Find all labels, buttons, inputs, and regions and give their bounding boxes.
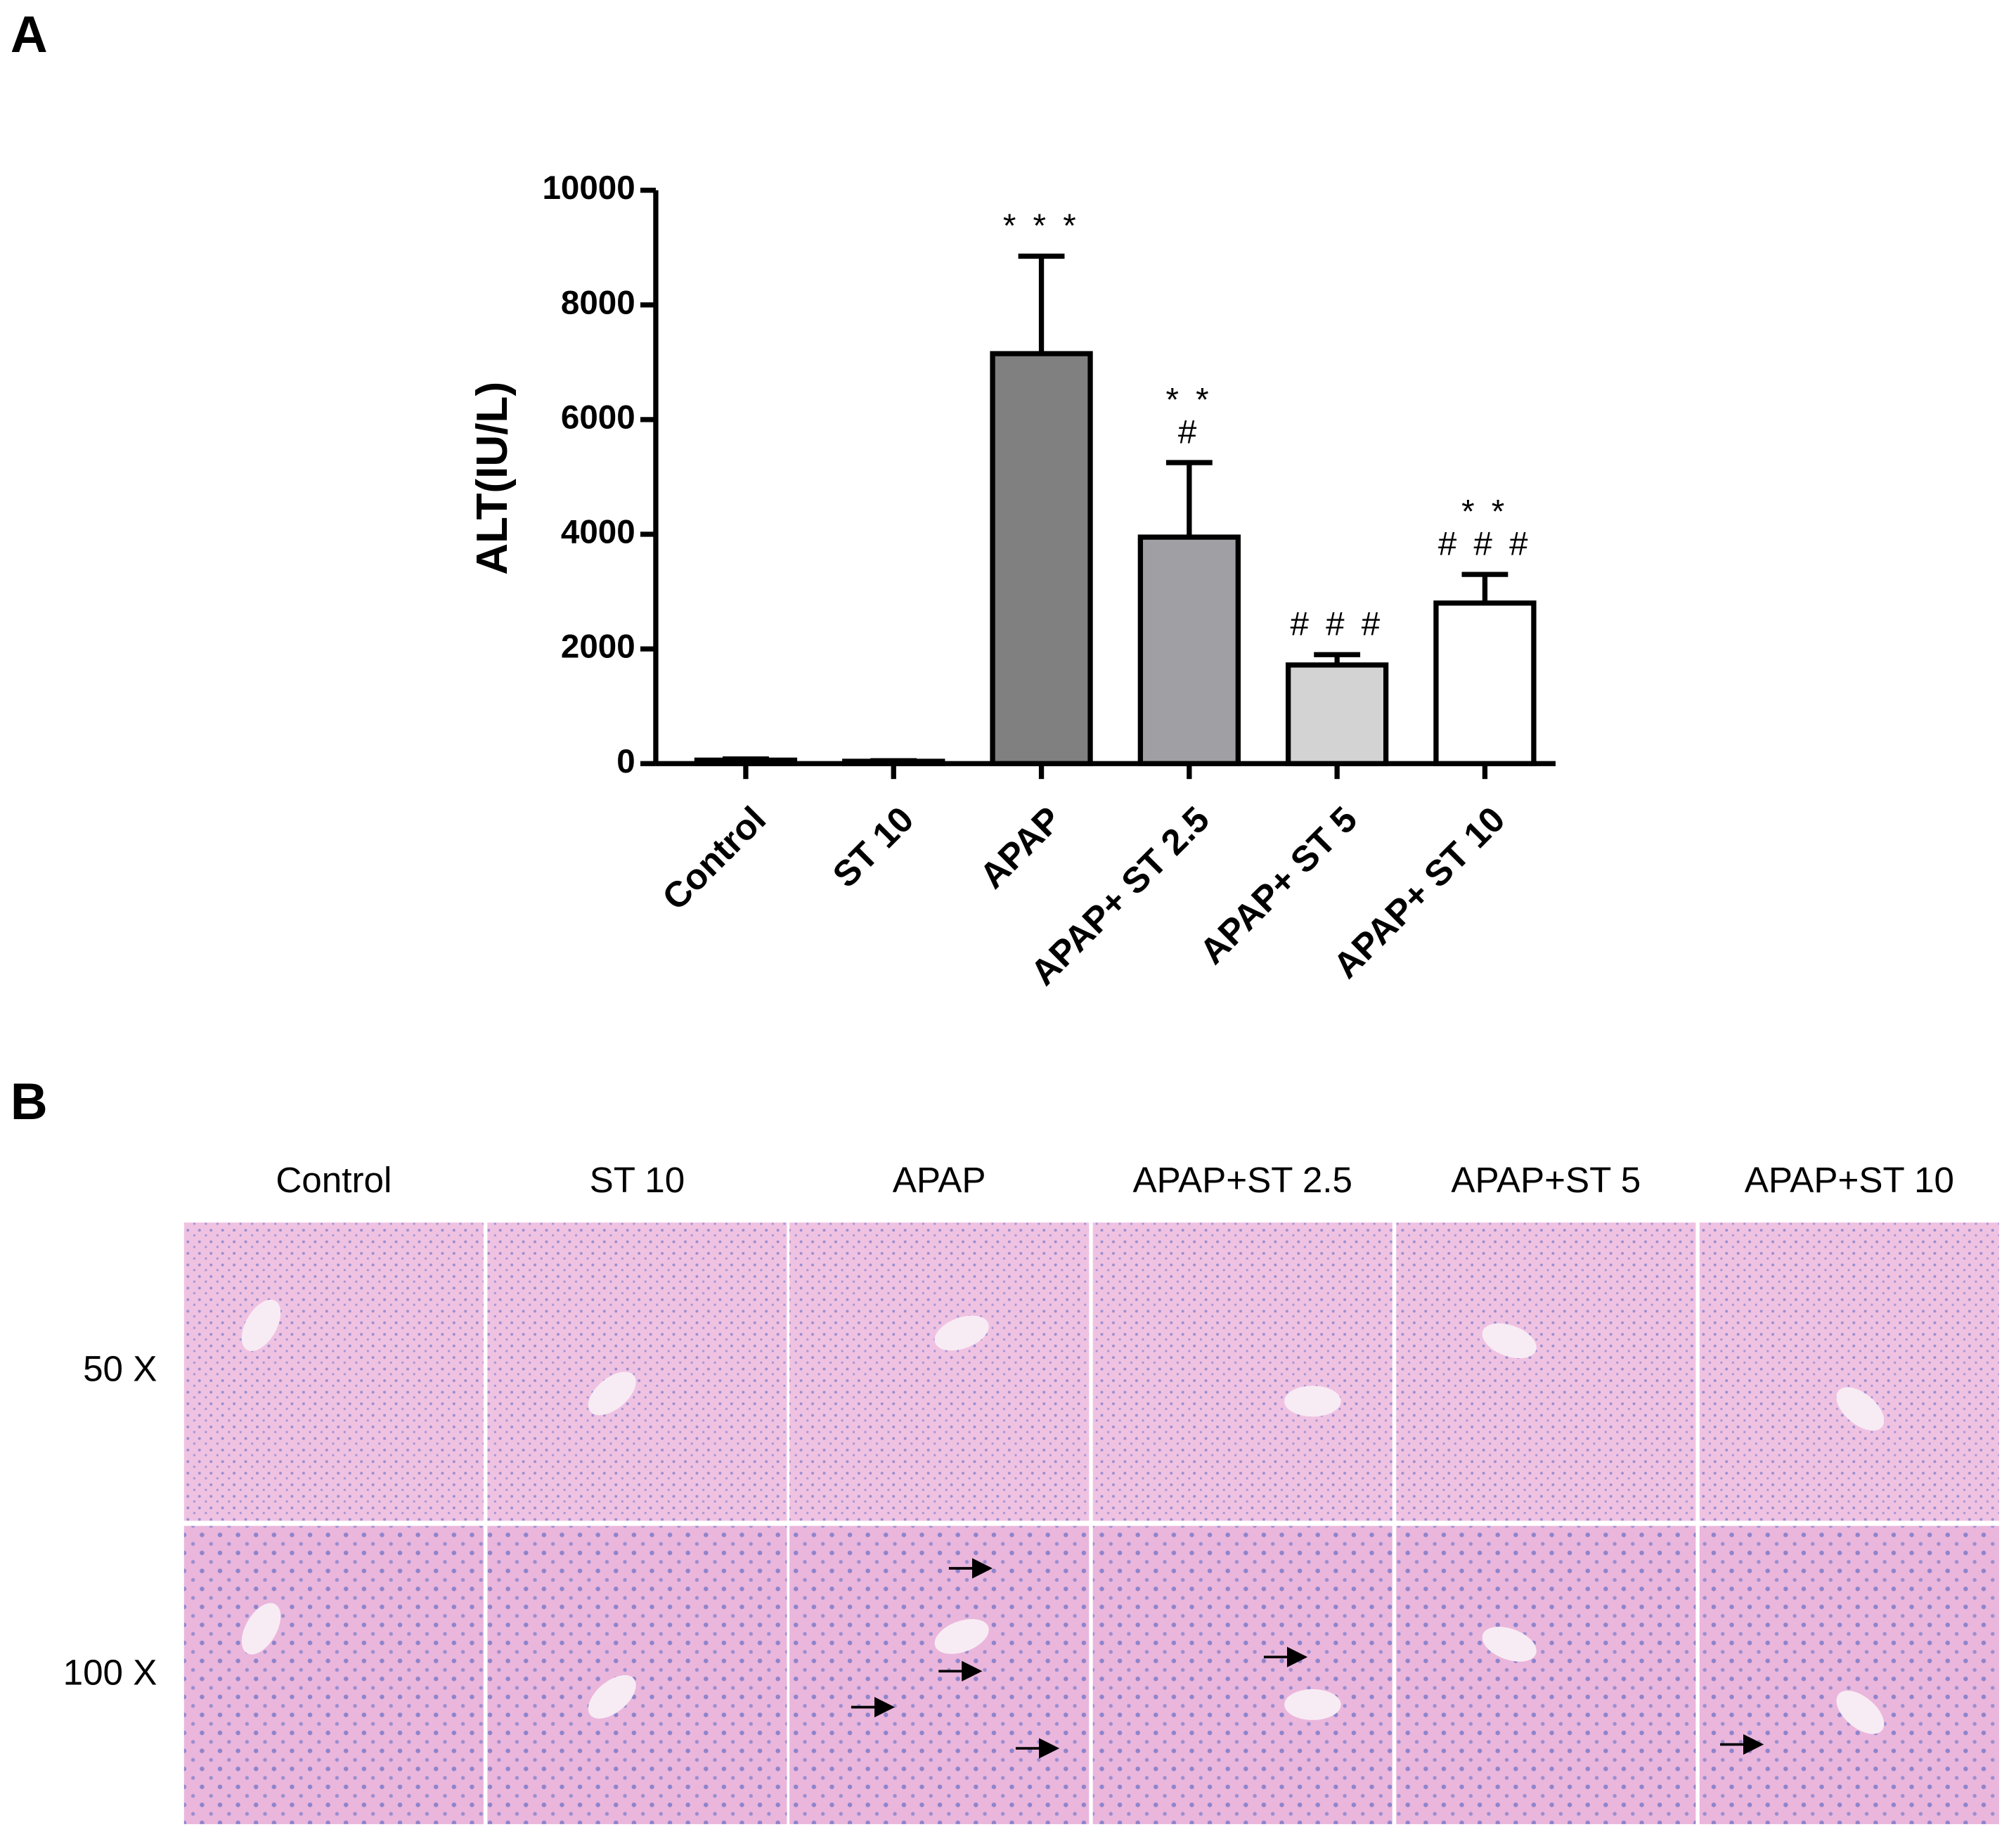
column-label: APAP+ST 2.5 xyxy=(1132,1160,1352,1200)
vessel xyxy=(241,1603,281,1655)
vessel xyxy=(588,1371,636,1416)
micrograph xyxy=(1396,1222,1696,1521)
vessel xyxy=(1836,1690,1885,1734)
micrograph xyxy=(487,1525,787,1824)
y-tick-label: 4000 xyxy=(561,514,635,551)
micrograph xyxy=(487,1222,787,1521)
panel-label: B xyxy=(11,1073,48,1130)
vessel xyxy=(241,1299,281,1351)
y-tick-label: 6000 xyxy=(561,399,635,436)
bar-chart: 0 2000 4000 6000 8000 10000 Control ST 10 APAP * … xyxy=(542,169,1556,993)
bar xyxy=(1433,600,1537,766)
bar xyxy=(694,757,798,766)
y-tick-label: 0 xyxy=(616,743,635,780)
micrograph xyxy=(1699,1525,1999,1824)
significance-label: # xyxy=(1178,413,1201,451)
micrograph xyxy=(1092,1222,1393,1521)
column-label: Control xyxy=(276,1160,392,1200)
micrograph xyxy=(1092,1525,1393,1824)
vessel xyxy=(1482,1323,1537,1359)
vessel xyxy=(1284,1386,1341,1417)
x-tick-label: ST 10 xyxy=(825,799,922,895)
row-label: 50 X xyxy=(83,1349,157,1389)
vessel xyxy=(934,1619,989,1654)
significance-label: # # # xyxy=(1438,525,1532,562)
column-label: APAP+ST 10 xyxy=(1745,1160,1954,1200)
y-tick-label: 8000 xyxy=(561,284,635,321)
column-label: APAP xyxy=(893,1160,986,1200)
vessel xyxy=(934,1315,989,1351)
micrograph xyxy=(789,1525,1090,1824)
vessel xyxy=(1284,1689,1341,1720)
micrograph xyxy=(183,1525,484,1824)
bar xyxy=(990,351,1093,766)
x-tick-label: APAP xyxy=(972,799,1069,896)
significance-label: # # # xyxy=(1291,606,1384,643)
vessel xyxy=(1482,1627,1537,1662)
bar xyxy=(1137,534,1241,766)
micrograph xyxy=(1699,1222,1999,1521)
y-tick-label: 2000 xyxy=(561,628,635,666)
significance-label: * * * xyxy=(1003,207,1080,245)
column-label: APAP+ST 5 xyxy=(1451,1160,1641,1200)
significance-label: * * xyxy=(1166,382,1213,419)
y-axis-label: ALT(IU/L) xyxy=(468,382,517,575)
micrograph xyxy=(183,1222,484,1521)
significance-label: * * xyxy=(1461,493,1508,531)
histology-panel: Control ST 10 APAP APAP+ST 2.5 APAP+ST 5 APAP… xyxy=(63,1160,1999,1824)
x-tick-label: Control xyxy=(654,799,773,917)
row-label: 100 X xyxy=(63,1652,157,1692)
vessel xyxy=(1836,1387,1885,1431)
column-label: ST 10 xyxy=(590,1160,685,1200)
bar xyxy=(842,759,945,766)
vessel xyxy=(588,1675,636,1719)
micrograph xyxy=(1396,1525,1696,1824)
panel-label: A xyxy=(11,6,48,63)
micrograph xyxy=(789,1222,1090,1521)
bar xyxy=(1285,662,1389,766)
y-tick-label: 10000 xyxy=(542,169,635,207)
